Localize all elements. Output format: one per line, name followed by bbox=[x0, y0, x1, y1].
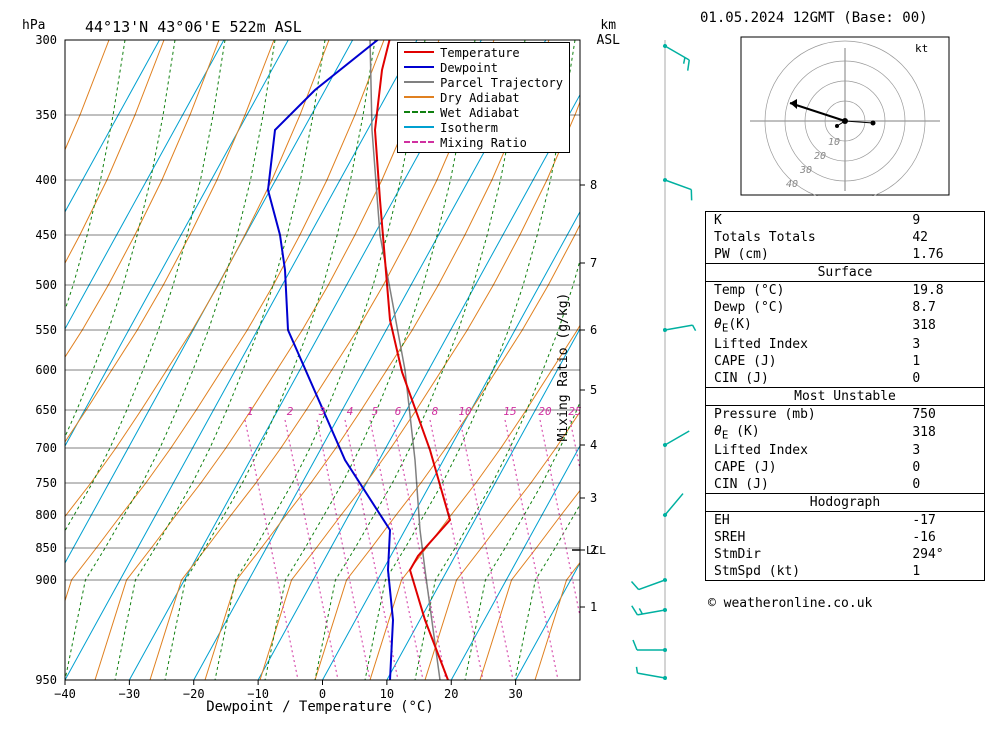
svg-text:400: 400 bbox=[35, 173, 57, 187]
svg-text:650: 650 bbox=[35, 403, 57, 417]
x-axis-label: Dewpoint / Temperature (°C) bbox=[206, 699, 434, 715]
svg-text:10: 10 bbox=[828, 137, 840, 148]
svg-text:3: 3 bbox=[590, 491, 597, 505]
svg-text:900: 900 bbox=[35, 573, 57, 587]
right-panel: 01.05.2024 12GMT (Base: 00) 10203040 kt K… bbox=[700, 10, 990, 723]
svg-text:LCL: LCL bbox=[586, 544, 606, 557]
wind-barbs-column bbox=[630, 10, 700, 723]
copyright-text: © weatheronline.co.uk bbox=[708, 596, 990, 611]
skewt-container: hPa km ASL 44°13'N 43°06'E 522m ASL 3003… bbox=[10, 10, 990, 723]
svg-text:6: 6 bbox=[395, 405, 402, 418]
mixing-ratio-label: Mixing Ratio (g/kg) bbox=[556, 292, 571, 441]
svg-text:−40: −40 bbox=[54, 687, 76, 701]
svg-text:30: 30 bbox=[508, 687, 522, 701]
svg-text:7: 7 bbox=[590, 256, 597, 270]
svg-text:500: 500 bbox=[35, 278, 57, 292]
svg-text:20: 20 bbox=[444, 687, 458, 701]
svg-text:300: 300 bbox=[35, 33, 57, 47]
date-title: 01.05.2024 12GMT (Base: 00) bbox=[700, 10, 990, 26]
hodograph-chart: 10203040 kt bbox=[740, 36, 950, 196]
indices-table: K9Totals Totals42PW (cm)1.76SurfaceTemp … bbox=[705, 211, 985, 581]
svg-text:5: 5 bbox=[372, 405, 379, 418]
svg-text:350: 350 bbox=[35, 108, 57, 122]
svg-text:5: 5 bbox=[590, 383, 597, 397]
svg-text:40: 40 bbox=[786, 179, 798, 190]
svg-text:1: 1 bbox=[590, 600, 597, 614]
svg-text:8: 8 bbox=[432, 405, 439, 418]
svg-text:950: 950 bbox=[35, 673, 57, 687]
svg-text:550: 550 bbox=[35, 323, 57, 337]
hodograph-panel: 10203040 kt bbox=[740, 36, 950, 196]
svg-text:30: 30 bbox=[799, 165, 812, 176]
svg-text:700: 700 bbox=[35, 441, 57, 455]
legend: TemperatureDewpointParcel TrajectoryDry … bbox=[397, 42, 570, 153]
wind-barbs bbox=[630, 10, 700, 723]
svg-text:20: 20 bbox=[814, 151, 826, 162]
svg-text:3: 3 bbox=[318, 405, 326, 418]
svg-text:6: 6 bbox=[590, 323, 597, 337]
svg-text:10: 10 bbox=[458, 405, 472, 418]
svg-text:750: 750 bbox=[35, 476, 57, 490]
svg-text:4: 4 bbox=[590, 438, 597, 452]
svg-text:4: 4 bbox=[347, 405, 354, 418]
svg-text:−20: −20 bbox=[183, 687, 205, 701]
svg-text:450: 450 bbox=[35, 228, 57, 242]
svg-text:1: 1 bbox=[247, 405, 254, 418]
svg-text:800: 800 bbox=[35, 508, 57, 522]
svg-text:850: 850 bbox=[35, 541, 57, 555]
svg-text:kt: kt bbox=[915, 42, 928, 55]
svg-text:600: 600 bbox=[35, 363, 57, 377]
svg-text:−30: −30 bbox=[119, 687, 141, 701]
svg-text:8: 8 bbox=[590, 178, 597, 192]
svg-text:2: 2 bbox=[287, 405, 294, 418]
svg-text:20: 20 bbox=[538, 405, 552, 418]
chart-panel: hPa km ASL 44°13'N 43°06'E 522m ASL 3003… bbox=[10, 10, 630, 723]
svg-text:15: 15 bbox=[503, 405, 516, 418]
